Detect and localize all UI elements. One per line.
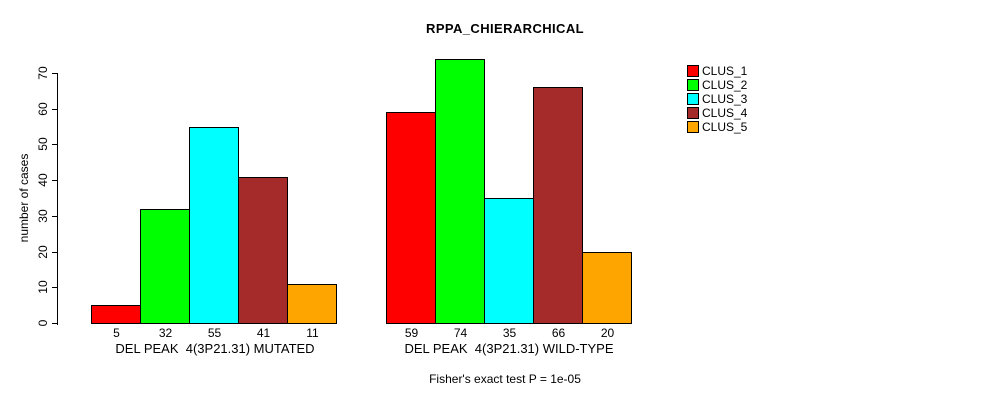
y-tick-label: 60: [36, 102, 50, 116]
bar-clus_2-wild-type: [435, 59, 485, 324]
y-tick: [52, 252, 57, 253]
bar-clus_1-wild-type: [386, 112, 436, 324]
y-tick: [52, 180, 57, 181]
y-tick-label: 50: [36, 137, 50, 151]
bar-clus_4-wild-type: [533, 87, 583, 324]
bar-value-label: 41: [256, 326, 271, 340]
legend-label-clus_5: CLUS_5: [702, 120, 748, 134]
legend-label-clus_4: CLUS_4: [702, 106, 748, 120]
legend-swatch-clus_2: [687, 79, 699, 91]
bar-value-label: 32: [158, 326, 173, 340]
legend-label-clus_3: CLUS_3: [702, 92, 748, 106]
legend-label-clus_1: CLUS_1: [702, 64, 748, 78]
y-tick-label: 30: [36, 209, 50, 223]
group-label-mutated: DEL PEAK 4(3P21.31) MUTATED: [115, 341, 315, 356]
y-axis-line: [57, 73, 58, 325]
y-tick-label: 20: [36, 245, 50, 259]
y-axis-label: number of cases: [17, 153, 31, 243]
bar-clus_5-mutated: [287, 284, 337, 324]
chart-title: RPPA_CHIERARCHICAL: [426, 21, 584, 36]
y-tick: [52, 216, 57, 217]
fisher-test-footnote: Fisher's exact test P = 1e-05: [429, 372, 581, 386]
legend-swatch-clus_4: [687, 107, 699, 119]
group-label-wild-type: DEL PEAK 4(3P21.31) WILD-TYPE: [404, 341, 614, 356]
bar-value-label: 59: [404, 326, 419, 340]
bar-clus_5-wild-type: [582, 252, 632, 324]
bar-clus_3-wild-type: [484, 198, 534, 324]
y-tick-label: 40: [36, 173, 50, 187]
bar-clus_1-mutated: [91, 305, 141, 324]
legend-swatch-clus_3: [687, 93, 699, 105]
bar-value-label: 55: [207, 326, 222, 340]
bar-clus_4-mutated: [238, 177, 288, 324]
y-tick-label: 0: [36, 319, 50, 327]
legend-label-clus_2: CLUS_2: [702, 78, 748, 92]
legend-swatch-clus_1: [687, 65, 699, 77]
y-tick: [52, 323, 57, 324]
bar-value-label: 5: [113, 326, 120, 340]
y-tick: [52, 287, 57, 288]
bar-value-label: 35: [502, 326, 517, 340]
legend-swatch-clus_5: [687, 121, 699, 133]
bar-value-label: 66: [551, 326, 566, 340]
y-tick: [52, 109, 57, 110]
y-tick: [52, 144, 57, 145]
bar-clus_3-mutated: [189, 127, 239, 324]
bar-clus_2-mutated: [140, 209, 190, 324]
y-tick-label: 70: [36, 66, 50, 80]
bar-value-label: 11: [306, 326, 319, 340]
y-tick: [52, 73, 57, 74]
y-tick-label: 10: [36, 280, 50, 294]
bar-value-label: 20: [600, 326, 615, 340]
bar-value-label: 74: [453, 326, 468, 340]
